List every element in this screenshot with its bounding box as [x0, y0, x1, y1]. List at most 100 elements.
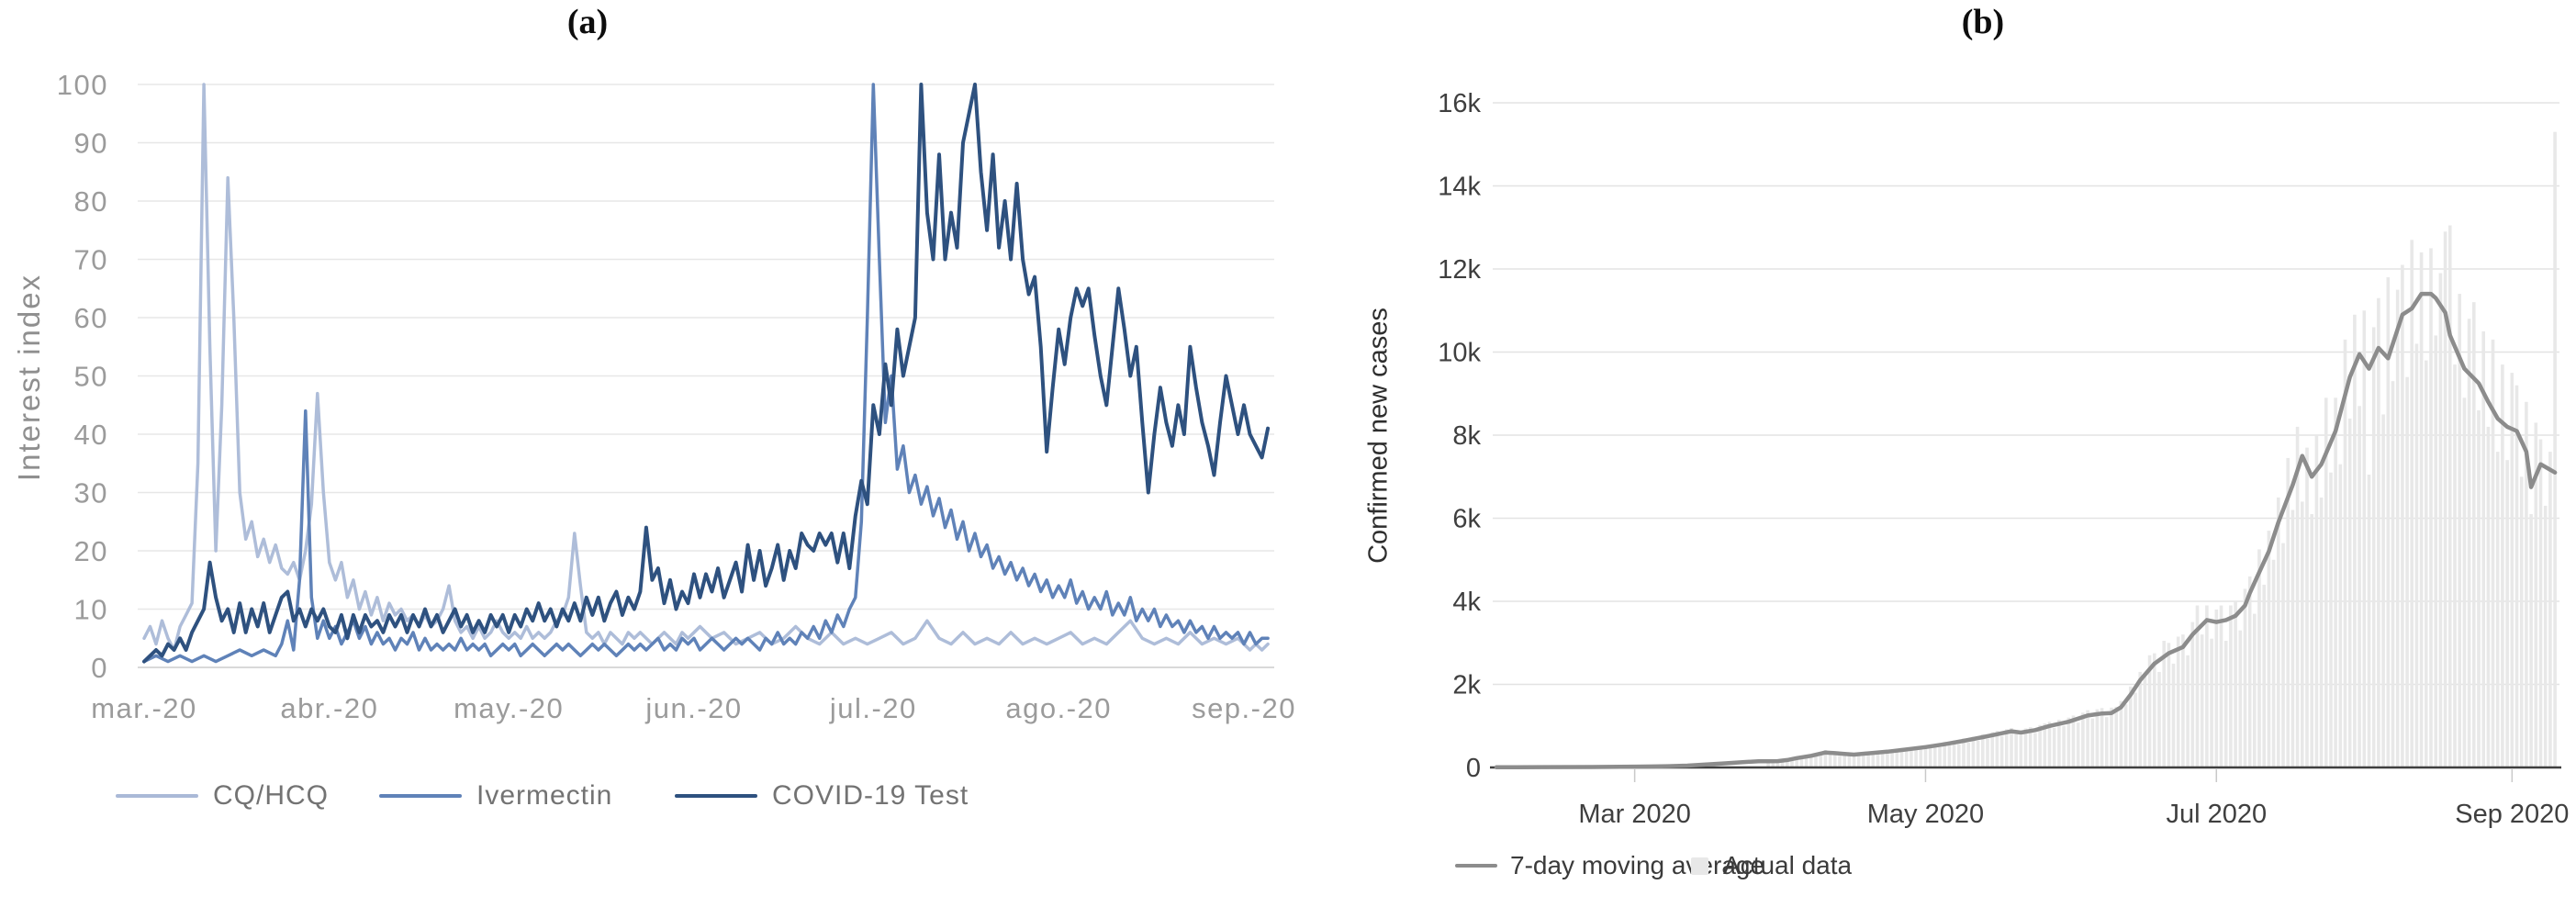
chart-b-x-tick-marks [1633, 769, 2514, 782]
chart-a-series-1-line [142, 83, 1270, 652]
actual-data-bar [2514, 385, 2519, 767]
chart-b-actual-data-bars [1766, 131, 2557, 768]
actual-data-bar [2301, 501, 2304, 767]
actual-data-bar [2381, 414, 2385, 767]
chart-a-x-tick-label: jul.-20 [829, 692, 917, 724]
actual-data-bar [2534, 422, 2538, 767]
actual-data-bar [2410, 240, 2414, 767]
legend-label-ivermectin: Ivermectin [476, 780, 613, 811]
actual-data-bar [1852, 754, 1856, 767]
actual-data-bar [1938, 746, 1942, 767]
actual-data-bar [2453, 364, 2457, 767]
actual-data-bar [2543, 505, 2548, 767]
chart-b-gridlines [1493, 102, 2559, 686]
chart-b-y-tick-label: 16k [1438, 89, 1481, 118]
actual-data-bar [1895, 748, 1899, 767]
actual-data-bar [2548, 452, 2552, 767]
chart-a-x-tick-label: mar.-20 [91, 692, 197, 724]
moving-average-line-swatch-icon [1455, 864, 1497, 868]
chart-a-x-tick-label: sep.-20 [1192, 692, 1296, 724]
actual-data-bar [1928, 748, 1932, 767]
actual-data-bar [2081, 712, 2085, 767]
actual-data-bar [1786, 758, 1789, 767]
covid-test-line-swatch-icon [675, 794, 757, 798]
actual-data-bar [2448, 225, 2452, 767]
actual-data-bar [2290, 509, 2295, 767]
actual-data-bar [2119, 700, 2123, 767]
chart-b-y-tick-label: 10k [1438, 339, 1481, 368]
actual-data-bar [1943, 741, 1946, 767]
actual-data-bar [2076, 722, 2080, 767]
actual-data-bar [1933, 744, 1937, 767]
chart-a-y-tick-label: 80 [74, 185, 108, 218]
actual-data-bar [2014, 733, 2018, 767]
actual-data-bar [2219, 605, 2223, 767]
chart-b-y-tick-label: 0 [1466, 754, 1481, 783]
actual-data-bar [2057, 720, 2061, 767]
actual-data-bar [1886, 750, 1889, 767]
chart-a-series-3-line [142, 83, 1271, 664]
actual-data-bar [2371, 327, 2376, 767]
actual-data-bar [2157, 671, 2161, 767]
actual-data-bar [2210, 638, 2213, 767]
actual-data-bar [2324, 398, 2328, 767]
actual-data-bar [2310, 514, 2313, 767]
actual-data-bar [1966, 742, 1970, 767]
actual-data-bar [1775, 761, 1780, 767]
chart-b-canvas: 0 2k 4k 6k 8k 10k 12k 14k 16k Mar 2020 May 2020 Jul… [1438, 89, 2569, 829]
actual-data-bar [1847, 755, 1852, 767]
actual-data-bar [2434, 335, 2437, 767]
legend-item-covid-test: COVID-19 Test [675, 780, 969, 811]
actual-data-bar [2391, 381, 2395, 767]
chart-a-x-tick-label: may.-20 [454, 692, 564, 724]
actual-data-bar [1962, 738, 1966, 767]
actual-data-bar [1828, 751, 1832, 767]
actual-data-bar [2277, 497, 2280, 767]
chart-b-y-tick-label: 4k [1452, 588, 1481, 617]
actual-data-bar [2495, 452, 2500, 767]
actual-data-bar [1856, 752, 1861, 767]
actual-data-bar [2295, 426, 2300, 767]
actual-data-bar [2267, 531, 2271, 767]
actual-data-bar [2062, 725, 2066, 768]
cqhcq-line-swatch-icon [116, 794, 198, 798]
actual-data-bar [2023, 728, 2028, 767]
chart-a-title: (a) [566, 3, 609, 41]
actual-data-bar [1923, 745, 1928, 767]
actual-data-bar [2505, 460, 2509, 767]
actual-data-bar [1981, 733, 1985, 767]
actual-data-bar [2438, 273, 2443, 767]
actual-data-bar [2281, 543, 2285, 767]
actual-data-bar [1880, 752, 1885, 767]
actual-data-bar [2100, 708, 2104, 767]
actual-data-bar [2262, 584, 2266, 767]
actual-data-bar [2253, 613, 2257, 767]
actual-data-bar [2234, 601, 2237, 767]
actual-data-bar [2401, 264, 2404, 767]
actual-data-bar [2086, 710, 2089, 767]
actual-data-bar [2181, 634, 2185, 767]
actual-data-bar [1842, 753, 1846, 767]
actual-data-bar [2134, 692, 2137, 767]
actual-data-bar [2501, 364, 2504, 767]
actual-data-bar [2467, 319, 2471, 767]
legend-item-ivermectin: Ivermectin [379, 780, 613, 811]
actual-data-bar [2205, 605, 2209, 767]
actual-data-bar [1804, 757, 1809, 767]
actual-data-bar [2005, 729, 2009, 767]
actual-data-bar [1823, 750, 1828, 767]
actual-data-bar [1780, 759, 1785, 767]
actual-data-bar [2377, 297, 2380, 767]
actual-data-bar [2443, 231, 2447, 768]
chart-a-canvas: 0 10 20 30 40 50 60 70 80 90 100 mar.-20 abr.-20 may.… [57, 69, 1296, 724]
actual-data-bar [2223, 641, 2228, 767]
chart-b-x-tick-label: Sep 2020 [2455, 800, 2569, 829]
chart-a-x-tick-label: abr.-20 [280, 692, 378, 724]
actual-data-bar [2358, 406, 2361, 767]
actual-data-bar [2429, 248, 2433, 767]
actual-data-bar [2343, 339, 2347, 767]
legend-label-actual-data: Actual data [1723, 851, 1853, 879]
actual-data-bar [2186, 655, 2190, 767]
actual-data-bar [1899, 747, 1904, 767]
